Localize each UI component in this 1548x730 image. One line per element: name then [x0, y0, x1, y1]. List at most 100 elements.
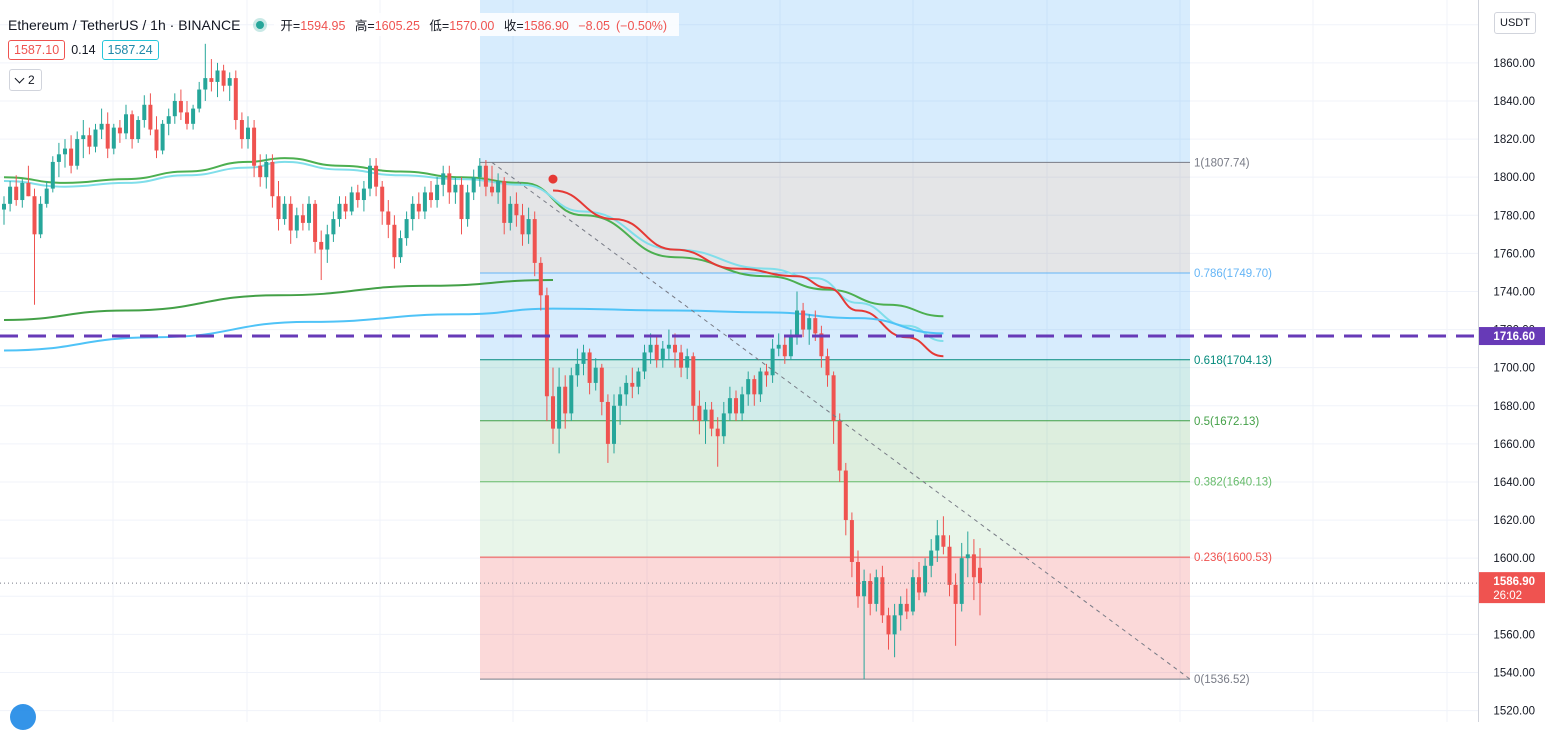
candle[interactable] [99, 108, 104, 140]
candle[interactable] [770, 339, 775, 383]
candle[interactable] [258, 154, 263, 187]
candle[interactable] [270, 154, 275, 208]
candle[interactable] [307, 196, 311, 231]
candle[interactable] [130, 110, 135, 149]
candle[interactable] [386, 200, 391, 239]
candle[interactable] [276, 180, 281, 231]
candle[interactable] [264, 154, 269, 189]
indicators-toggle-button[interactable]: 2 [9, 69, 42, 91]
candle[interactable] [636, 367, 641, 395]
candle[interactable] [715, 417, 720, 467]
candle[interactable] [508, 196, 513, 231]
candle[interactable] [727, 386, 732, 422]
candle[interactable] [93, 123, 98, 153]
candle[interactable] [917, 561, 921, 601]
candle[interactable] [404, 211, 409, 246]
candle[interactable] [392, 215, 397, 269]
candle[interactable] [319, 230, 324, 281]
candle[interactable] [752, 375, 757, 406]
candle[interactable] [124, 104, 128, 140]
candle[interactable] [69, 135, 74, 174]
candle[interactable] [32, 188, 37, 305]
candle[interactable] [593, 358, 598, 391]
candle[interactable] [117, 120, 122, 143]
candle[interactable] [764, 363, 769, 387]
candle[interactable] [26, 165, 31, 197]
candle[interactable] [648, 333, 653, 364]
candle[interactable] [898, 596, 903, 631]
candle[interactable] [923, 558, 928, 597]
candle[interactable] [886, 607, 891, 650]
candle[interactable] [587, 348, 592, 395]
candle[interactable] [313, 200, 318, 254]
candle[interactable] [490, 165, 494, 197]
candle[interactable] [801, 302, 806, 338]
candle[interactable] [172, 93, 177, 124]
candle[interactable] [453, 177, 458, 204]
interval[interactable]: 1h [150, 16, 166, 33]
drawing-overlays[interactable] [0, 162, 1478, 680]
candle[interactable] [721, 401, 726, 444]
candle[interactable] [374, 158, 379, 197]
candle[interactable] [849, 512, 854, 578]
price-axis[interactable]: 1860.00 1840.00 1820.00 1800.00 1780.00 1760.… [1478, 0, 1548, 722]
candle[interactable] [361, 180, 366, 212]
candle[interactable] [142, 95, 147, 128]
bid-button[interactable]: 1587.10 [8, 40, 66, 60]
candle[interactable] [569, 367, 574, 422]
candle[interactable] [819, 325, 824, 368]
candle[interactable] [410, 196, 415, 231]
candle[interactable] [441, 165, 446, 197]
candle[interactable] [630, 367, 635, 399]
candle[interactable] [618, 386, 623, 425]
candle[interactable] [929, 539, 934, 578]
candle[interactable] [666, 329, 671, 361]
candle[interactable] [111, 123, 116, 155]
candle[interactable] [215, 62, 220, 98]
candle[interactable] [557, 367, 562, 454]
candle[interactable] [325, 224, 330, 263]
candle[interactable] [673, 333, 677, 368]
candle[interactable] [471, 169, 476, 201]
candle[interactable] [14, 175, 19, 206]
candle[interactable] [959, 542, 964, 612]
candle[interactable] [447, 165, 452, 204]
candle[interactable] [697, 390, 702, 435]
candle[interactable] [294, 207, 299, 239]
candle[interactable] [953, 573, 958, 646]
candle[interactable] [856, 550, 860, 608]
candle[interactable] [971, 539, 976, 601]
candle[interactable] [81, 120, 86, 159]
candle[interactable] [477, 158, 482, 187]
candle[interactable] [20, 179, 25, 208]
candle[interactable] [8, 180, 13, 212]
candle[interactable] [355, 184, 360, 208]
candle[interactable] [337, 196, 342, 227]
candle[interactable] [38, 196, 43, 239]
candle[interactable] [581, 344, 586, 376]
candle[interactable] [691, 352, 696, 422]
candle[interactable] [56, 142, 61, 178]
candle[interactable] [203, 43, 208, 101]
candle[interactable] [191, 104, 196, 130]
candle[interactable] [526, 207, 531, 244]
candle[interactable] [685, 348, 690, 380]
candle[interactable] [398, 230, 403, 263]
cross-marker[interactable] [548, 174, 558, 184]
candle[interactable] [862, 569, 867, 680]
candle[interactable] [868, 573, 873, 616]
candle[interactable] [746, 371, 751, 406]
candle[interactable] [105, 112, 110, 159]
ask-button[interactable]: 1587.24 [101, 40, 159, 60]
candle[interactable] [252, 120, 257, 178]
candle[interactable] [709, 401, 714, 437]
candle[interactable] [221, 64, 226, 92]
candle[interactable] [233, 70, 238, 130]
candle[interactable] [185, 100, 189, 130]
candle[interactable] [740, 386, 745, 422]
candle[interactable] [349, 186, 354, 216]
candle[interactable] [465, 184, 470, 227]
candle[interactable] [892, 603, 897, 658]
